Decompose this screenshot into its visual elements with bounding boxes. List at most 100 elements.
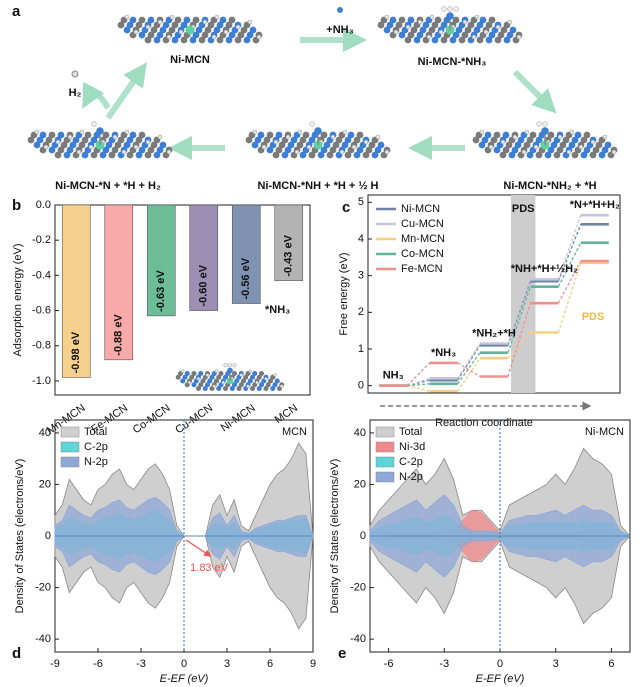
atom xyxy=(556,146,564,154)
atom xyxy=(198,370,204,377)
atom xyxy=(375,134,381,140)
legend-label: Cu-MCN xyxy=(401,218,444,230)
atom xyxy=(517,136,525,144)
atom xyxy=(267,378,274,384)
atom xyxy=(339,149,345,155)
plot-frame xyxy=(54,204,311,396)
atom xyxy=(547,131,555,139)
atom xyxy=(117,21,125,29)
atom xyxy=(33,141,41,149)
atom xyxy=(317,151,325,159)
atom xyxy=(493,131,501,139)
atom xyxy=(306,144,312,150)
atom xyxy=(541,127,549,135)
atom xyxy=(502,131,510,139)
molecule-sheet xyxy=(175,363,285,392)
atom xyxy=(102,131,110,139)
atom xyxy=(344,151,352,159)
atom xyxy=(464,26,472,34)
atom xyxy=(479,129,485,135)
atom xyxy=(162,21,170,29)
atom xyxy=(39,131,47,139)
value-label: -0.60 eV xyxy=(198,264,210,306)
atom xyxy=(386,21,394,29)
atom xyxy=(207,21,215,29)
atom xyxy=(191,370,197,377)
atom xyxy=(485,36,493,44)
molecule-sheet xyxy=(472,121,618,159)
atom xyxy=(121,149,127,155)
atom xyxy=(138,16,146,24)
atom xyxy=(240,378,247,384)
atom xyxy=(568,141,576,149)
x-tick-label: Cu-MCN xyxy=(173,402,215,436)
x-tick-label: MCN xyxy=(273,402,300,426)
atom xyxy=(417,19,423,25)
atom xyxy=(407,16,415,24)
legend-label: Co-MCN xyxy=(401,248,444,260)
connector xyxy=(507,332,531,359)
y-tick-label: -0.2 xyxy=(32,234,51,246)
atom xyxy=(236,385,242,392)
atom xyxy=(191,382,197,388)
atom xyxy=(245,136,253,144)
y-tick-label: 1 xyxy=(358,343,364,355)
legend-label: C-2p xyxy=(84,441,108,453)
atom xyxy=(169,14,175,20)
scheme-label: Ni-MCN xyxy=(170,54,210,66)
atom xyxy=(150,26,158,34)
atom xyxy=(542,121,548,127)
atom xyxy=(535,136,543,144)
legend-swatch xyxy=(375,456,395,468)
atom xyxy=(96,127,104,135)
connector xyxy=(457,362,481,378)
atom xyxy=(168,26,176,34)
molecule-sheet xyxy=(117,14,263,44)
y-tick-label: -0.4 xyxy=(32,269,51,281)
scheme-label: +NH₃ xyxy=(326,24,353,36)
atom xyxy=(202,19,208,25)
atom xyxy=(500,26,508,34)
atom xyxy=(263,136,271,144)
legend-swatch xyxy=(60,456,80,468)
x-axis-label: E-EF (eV) xyxy=(160,673,209,685)
x-tick-label: 0 xyxy=(181,658,187,670)
atom xyxy=(246,31,254,39)
name-label: Ni-MCN xyxy=(585,426,624,438)
atom xyxy=(196,377,201,381)
atom xyxy=(111,146,119,154)
atom xyxy=(383,26,391,34)
y-axis-label: Density of States (electrons/eV) xyxy=(329,459,341,614)
atom xyxy=(461,31,469,39)
atom xyxy=(159,141,167,149)
atom xyxy=(431,36,439,44)
atom xyxy=(488,31,496,39)
atom xyxy=(428,26,436,34)
atom xyxy=(347,131,355,139)
atom xyxy=(255,380,259,385)
atom xyxy=(145,24,151,30)
atom xyxy=(138,146,146,154)
atom xyxy=(416,31,424,39)
atom xyxy=(353,151,361,159)
atom xyxy=(159,26,167,34)
atom xyxy=(88,144,94,150)
y-axis-label: Free energy (eV) xyxy=(338,252,350,335)
atom xyxy=(144,36,152,44)
atom xyxy=(473,26,481,34)
connector xyxy=(457,344,481,381)
atom xyxy=(76,149,82,155)
atom xyxy=(589,151,597,159)
connector xyxy=(457,352,481,385)
atom xyxy=(117,136,125,144)
panel-label: c xyxy=(342,199,350,216)
atom xyxy=(479,16,487,24)
atom xyxy=(476,21,484,29)
atom xyxy=(195,26,203,34)
atom xyxy=(264,377,268,381)
atom xyxy=(342,129,348,135)
atom xyxy=(81,136,89,144)
atom xyxy=(447,6,453,12)
connector xyxy=(407,383,430,387)
